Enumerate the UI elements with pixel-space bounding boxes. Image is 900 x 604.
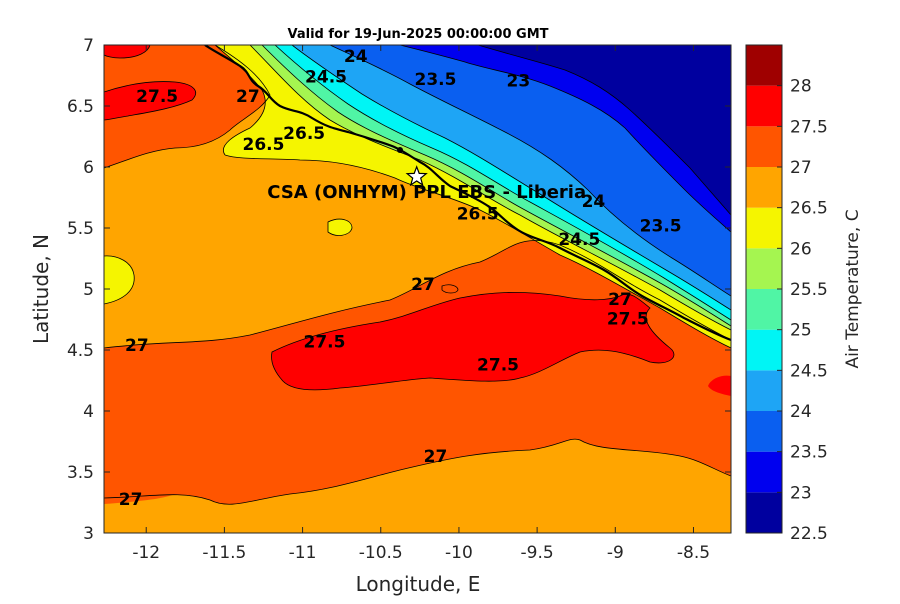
y-axis: 3 3.5 4 4.5 5 5.5 6 6.5 7 [67,36,731,544]
colorbar-tick-label: 24 [790,402,812,422]
colorbar-swatch [746,289,782,330]
colorbar-label: Air Temperature, C [843,209,863,368]
x-tick-label: -12 [132,543,160,563]
colorbar-tick-label: 24.5 [790,361,828,381]
colorbar-tick-label: 22.5 [790,524,828,544]
field-band-27-5-east [708,375,731,396]
contour-label: 27.5 [607,309,649,329]
x-tick-label: -8.5 [677,543,710,563]
field-band-27-nw [104,45,270,168]
y-tick-label: 6 [83,158,94,178]
colorbar-swatch [746,370,782,411]
y-tick-label: 4.5 [67,341,94,361]
temperature-field [104,45,731,533]
colorbar-swatch [746,248,782,289]
field-band-26-islet [328,219,352,236]
colorbar-swatch [746,167,782,208]
field-band-26-5-south [104,439,731,533]
contour-label: 23 [507,71,531,91]
field-band-27-5-nw-b [104,81,196,120]
star-icon [405,165,428,187]
contour-label: 27.5 [477,356,519,376]
contour-label: 27 [424,447,448,467]
colorbar-tick-label: 25 [790,321,812,341]
x-tick-label: -9 [607,543,624,563]
colorbar-tick-label: 27 [790,158,812,178]
contour-label: 27 [608,290,632,310]
chart-title: Valid for 19-Jun-2025 00:00:00 GMT [288,27,549,42]
contour-label: 24 [582,192,606,212]
contour-label: 26.5 [243,135,285,155]
x-tick-label: -9.5 [521,543,554,563]
contour-label: 27 [125,336,149,356]
y-tick-label: 6.5 [67,97,94,117]
colorbar-swatch [746,411,782,452]
coast-town-icon [397,147,403,153]
colorbar-tick-label: 25.5 [790,280,828,300]
colorbar-swatch [746,451,782,493]
x-tick-label: -11.5 [202,543,246,563]
contour-label: 27 [236,87,260,107]
x-axis-label: Longitude, E [356,572,481,596]
colorbar: 22.5 23 23.5 24 24.5 25 25.5 26 26.5 27 27.5 28 [745,44,828,544]
colorbar-tick-label: 23.5 [790,443,828,463]
y-tick-label: 4 [83,402,94,422]
y-axis-label: Latitude, N [29,234,53,344]
colorbar-swatch [746,45,782,86]
y-tick-label: 3.5 [67,463,94,483]
colorbar-swatch [746,492,782,533]
colorbar-tick-label: 26.5 [790,199,828,219]
x-axis: -12 -11.5 -11 -10.5 -10 -9.5 -9 -8.5 [132,45,710,563]
x-tick-label: -11 [289,543,317,563]
colorbar-swatch [746,329,782,371]
colorbar-swatch [746,207,782,249]
site-label: CSA (ONHYM) PPL EBS - Liberia [267,182,586,203]
contour-label: 27.5 [136,87,178,107]
field-band-26-west [104,255,135,304]
contour-label: 26.5 [283,124,325,144]
field-band-27-5-nw-a [104,45,150,58]
y-tick-label: 5.5 [67,219,94,239]
colorbar-swatch [746,85,782,127]
contour-label: 27.5 [303,332,345,352]
field-band-22-5 [478,45,731,215]
colorbar-tick-label: 27.5 [790,117,828,137]
y-tick-label: 7 [83,36,94,56]
field-band-27-5-lower [271,292,674,390]
contour-label: 27 [119,490,143,510]
colorbar-tick-label: 26 [790,239,812,259]
contour-label: 26.5 [457,204,499,224]
site-marker: CSA (ONHYM) PPL EBS - Liberia [267,165,586,203]
contour-label: 23.5 [640,217,682,237]
coastline [204,45,731,342]
contour-lines [104,45,731,505]
y-tick-label: 5 [83,280,94,300]
colorbar-tick-label: 28 [790,77,812,97]
contour-label: 24.5 [305,68,347,88]
contour-label: 24.5 [558,230,600,250]
contour-label: 24 [344,47,368,67]
contour-label: 23.5 [415,70,457,90]
field-band-27-sw [104,493,175,504]
colorbar-tick-label: 23 [790,483,812,503]
x-tick-label: -10.5 [359,543,403,563]
y-tick-label: 3 [83,524,94,544]
x-tick-label: -10 [445,543,473,563]
colorbar-swatch [746,126,782,167]
contour-label: 27 [411,275,435,295]
